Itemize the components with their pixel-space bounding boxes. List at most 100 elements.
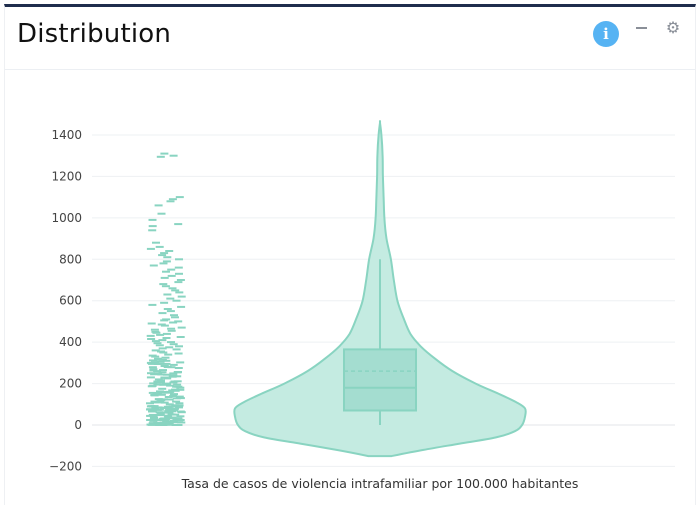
data-point — [157, 398, 166, 401]
data-point — [163, 308, 172, 310]
data-point — [156, 390, 164, 393]
data-point — [168, 389, 177, 392]
data-point — [154, 204, 163, 207]
data-point — [168, 416, 177, 419]
data-point — [174, 223, 183, 226]
data-point — [169, 372, 178, 375]
data-point — [158, 312, 167, 315]
data-point — [162, 373, 171, 376]
data-point — [158, 347, 167, 350]
data-point — [158, 339, 167, 342]
data-point — [173, 383, 182, 386]
data-point — [165, 403, 174, 406]
data-point — [167, 366, 176, 369]
data-point — [176, 415, 185, 418]
box-iqr — [343, 348, 417, 412]
data-point — [175, 404, 184, 407]
data-point — [149, 359, 157, 362]
data-point — [146, 376, 155, 379]
data-point — [156, 155, 165, 158]
data-point — [160, 319, 169, 322]
data-point — [171, 407, 179, 410]
card-header: Distribution i ⚙ — [5, 7, 695, 70]
data-point — [157, 391, 166, 394]
data-point — [160, 152, 169, 155]
gear-icon[interactable]: ⚙ — [665, 18, 681, 37]
y-tick-label: −200 — [49, 459, 82, 473]
data-point — [158, 254, 167, 257]
data-point — [174, 417, 183, 420]
data-point — [151, 340, 160, 343]
data-points — [146, 152, 186, 426]
data-point — [152, 241, 160, 244]
data-point — [172, 299, 181, 302]
data-point — [176, 388, 185, 391]
data-point — [175, 402, 184, 405]
data-point — [159, 383, 168, 386]
data-point — [168, 198, 177, 201]
data-point — [168, 410, 177, 413]
data-point — [169, 343, 178, 346]
data-point — [177, 411, 186, 414]
data-point — [166, 297, 175, 300]
data-point — [167, 274, 176, 277]
data-point — [176, 279, 185, 281]
data-point — [158, 371, 167, 374]
data-point — [151, 349, 160, 352]
y-tick-label: 600 — [59, 294, 82, 308]
data-point — [164, 396, 173, 398]
data-point — [174, 371, 182, 373]
data-point — [162, 362, 171, 365]
data-point — [148, 225, 157, 228]
data-point — [174, 281, 183, 284]
data-point — [146, 402, 154, 405]
data-point — [157, 212, 166, 215]
data-point — [146, 247, 155, 250]
data-point — [175, 272, 183, 275]
info-icon[interactable]: i — [593, 21, 619, 47]
data-point — [156, 360, 165, 363]
data-point — [172, 348, 181, 351]
data-point — [149, 418, 158, 420]
data-point — [153, 383, 162, 386]
data-point — [169, 363, 178, 366]
data-point — [170, 421, 179, 424]
data-point — [163, 256, 172, 259]
data-point — [152, 331, 161, 334]
data-point — [148, 413, 157, 416]
data-point — [172, 400, 181, 403]
data-point — [148, 384, 157, 387]
data-point — [174, 352, 183, 355]
data-point — [151, 355, 160, 358]
data-point — [154, 372, 163, 375]
data-point — [155, 362, 164, 365]
data-point — [165, 398, 174, 401]
data-point — [159, 351, 168, 354]
data-point — [175, 406, 183, 409]
data-point — [148, 303, 157, 306]
data-point — [163, 405, 172, 408]
data-point — [157, 381, 165, 384]
data-point — [171, 413, 180, 416]
data-point — [156, 400, 165, 403]
data-point — [170, 393, 178, 396]
minimize-icon[interactable] — [635, 21, 649, 35]
data-point — [162, 260, 171, 263]
y-tick-label: 1200 — [51, 169, 82, 183]
data-point — [160, 364, 169, 367]
data-point — [147, 362, 156, 365]
data-point — [161, 356, 170, 359]
data-point — [147, 338, 156, 340]
data-point — [175, 345, 183, 348]
data-point — [159, 369, 167, 372]
data-point — [159, 407, 168, 409]
data-point — [159, 283, 168, 286]
data-point — [170, 380, 179, 383]
data-point — [176, 386, 185, 389]
data-point — [164, 415, 173, 418]
data-point — [150, 373, 159, 376]
data-point — [155, 245, 164, 248]
data-point — [148, 229, 157, 232]
data-point — [154, 357, 162, 360]
data-point — [148, 422, 157, 425]
